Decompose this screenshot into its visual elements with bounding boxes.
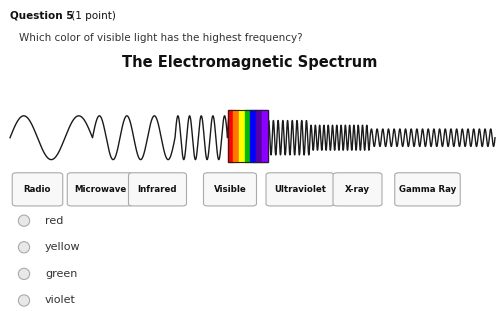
Text: yellow: yellow xyxy=(45,242,80,252)
Bar xyxy=(239,110,244,162)
Text: The Electromagnetic Spectrum: The Electromagnetic Spectrum xyxy=(122,55,378,70)
Bar xyxy=(262,110,268,162)
Text: Radio: Radio xyxy=(24,185,52,194)
FancyBboxPatch shape xyxy=(204,173,256,206)
Ellipse shape xyxy=(18,295,30,306)
Ellipse shape xyxy=(18,215,30,226)
Text: Question 5: Question 5 xyxy=(10,11,74,21)
Text: Microwave: Microwave xyxy=(74,185,126,194)
Text: X-ray: X-ray xyxy=(345,185,370,194)
Bar xyxy=(233,110,239,162)
Ellipse shape xyxy=(18,268,30,280)
Text: red: red xyxy=(45,216,64,226)
Text: Ultraviolet: Ultraviolet xyxy=(274,185,326,194)
Text: Visible: Visible xyxy=(214,185,246,194)
FancyBboxPatch shape xyxy=(67,173,133,206)
Text: violet: violet xyxy=(45,295,76,305)
Ellipse shape xyxy=(18,242,30,253)
FancyBboxPatch shape xyxy=(128,173,186,206)
Text: Gamma Ray: Gamma Ray xyxy=(399,185,456,194)
Text: (1 point): (1 point) xyxy=(68,11,116,21)
FancyBboxPatch shape xyxy=(395,173,460,206)
FancyBboxPatch shape xyxy=(266,173,334,206)
FancyBboxPatch shape xyxy=(333,173,382,206)
Bar xyxy=(244,110,250,162)
Bar xyxy=(250,110,256,162)
Text: Infrared: Infrared xyxy=(138,185,177,194)
Bar xyxy=(256,110,262,162)
Bar xyxy=(228,110,233,162)
Text: green: green xyxy=(45,269,78,279)
Bar xyxy=(228,110,268,162)
Text: Which color of visible light has the highest frequency?: Which color of visible light has the hig… xyxy=(19,33,302,43)
FancyBboxPatch shape xyxy=(12,173,63,206)
